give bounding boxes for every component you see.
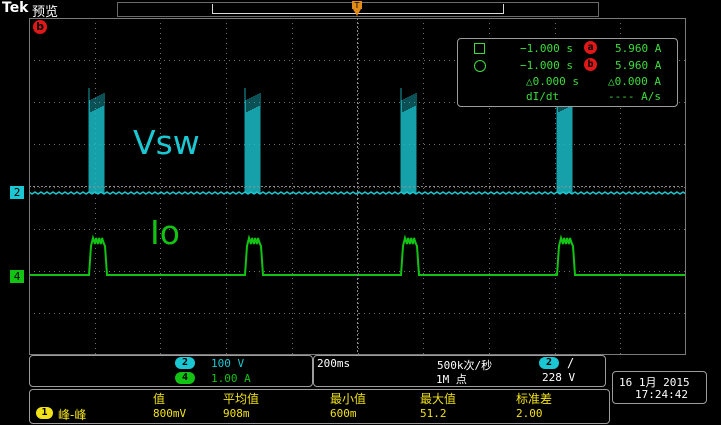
vsw-label: Vsw	[133, 123, 200, 162]
datetime-panel: 16 1月 2015 17:24:42	[612, 371, 707, 404]
cursor-readout-panel: −1.000 s a 5.960 A −1.000 s b 5.960 A △0…	[457, 38, 678, 107]
cursor-a-value: 5.960 A	[615, 42, 662, 55]
cursor-a-time: −1.000 s	[520, 42, 573, 55]
measurement-header: 值	[153, 392, 166, 406]
measurement-value: 2.00	[516, 407, 543, 420]
io-label: Io	[150, 213, 180, 252]
cursor-delta-value: △0.000 A	[608, 75, 661, 88]
ch2-switching-burst	[556, 88, 573, 193]
mode-label: 预览	[32, 5, 59, 20]
trigger-position-icon[interactable]: T	[352, 1, 362, 17]
ch2-ground-marker[interactable]: 2	[10, 186, 24, 199]
date-label: 16 1月 2015	[619, 376, 690, 389]
cursor-b-time: −1.000 s	[520, 59, 573, 72]
measurement-header: 标准差	[516, 392, 553, 406]
ch2-switching-burst	[244, 88, 261, 193]
measurements-panel[interactable]: 1 峰-峰 值 800mV 平均值 908m 最小值 600m 最大值 51.2 标准差 2.00	[29, 389, 610, 424]
cursor-delta-time: △0.000 s	[526, 75, 579, 88]
ch2-baseline	[29, 191, 686, 195]
timebase-panel[interactable]: 200ms 500k次/秒 1M 点 2 / 228 V	[313, 355, 606, 387]
cursor-b-badge-readout: b	[584, 58, 597, 71]
measurement-name: 峰-峰	[58, 408, 87, 422]
ch4-current-trace	[29, 234, 686, 276]
brand-label: Tek	[2, 0, 29, 16]
measurement-header: 最小值	[330, 392, 367, 406]
measurement-value: 800mV	[153, 407, 187, 420]
waveform-display[interactable]	[29, 18, 686, 355]
ch2-scale-badge: 2	[175, 357, 195, 369]
record-length: 1M 点	[436, 373, 467, 386]
ch2-scale-value: 100 V	[211, 357, 245, 370]
measurement-value: 51.2	[420, 407, 447, 420]
time-per-division: 200ms	[317, 357, 351, 370]
cursor-slope-value: ---- A/s	[608, 90, 661, 103]
measurement-channel-badge: 1	[36, 407, 53, 419]
ch2-switching-burst	[400, 88, 417, 193]
trigger-level: 228 V	[542, 371, 576, 384]
ch4-scale-value: 1.00 A	[211, 372, 251, 385]
cursor-b-circle-icon	[474, 60, 486, 72]
measurement-header: 最大值	[420, 392, 457, 406]
cursor-a-badge: a	[584, 41, 597, 54]
time-label: 17:24:42	[635, 388, 688, 401]
svg-text:T: T	[354, 1, 360, 10]
measurement-value: 908m	[223, 407, 250, 420]
cursor-slope-label: dI/dt	[526, 90, 560, 103]
ch4-ground-marker[interactable]: 4	[10, 270, 24, 283]
cursor-b-value: 5.960 A	[615, 59, 662, 72]
ch4-scale-badge: 4	[175, 372, 195, 384]
cursor-a-square-icon	[474, 43, 485, 54]
measurement-value: 600m	[330, 407, 357, 420]
vertical-scale-panel[interactable]: 2 100 V 4 1.00 A	[29, 355, 313, 387]
trigger-slope: /	[567, 356, 575, 370]
ch2-switching-burst	[88, 88, 105, 193]
trigger-source-badge: 2	[539, 357, 559, 369]
ch4-waveform	[29, 234, 686, 276]
measurement-header: 平均值	[223, 392, 260, 406]
sample-rate: 500k次/秒	[437, 359, 493, 372]
cursor-b-badge: b	[33, 20, 47, 34]
ch2-waveform	[29, 88, 686, 195]
